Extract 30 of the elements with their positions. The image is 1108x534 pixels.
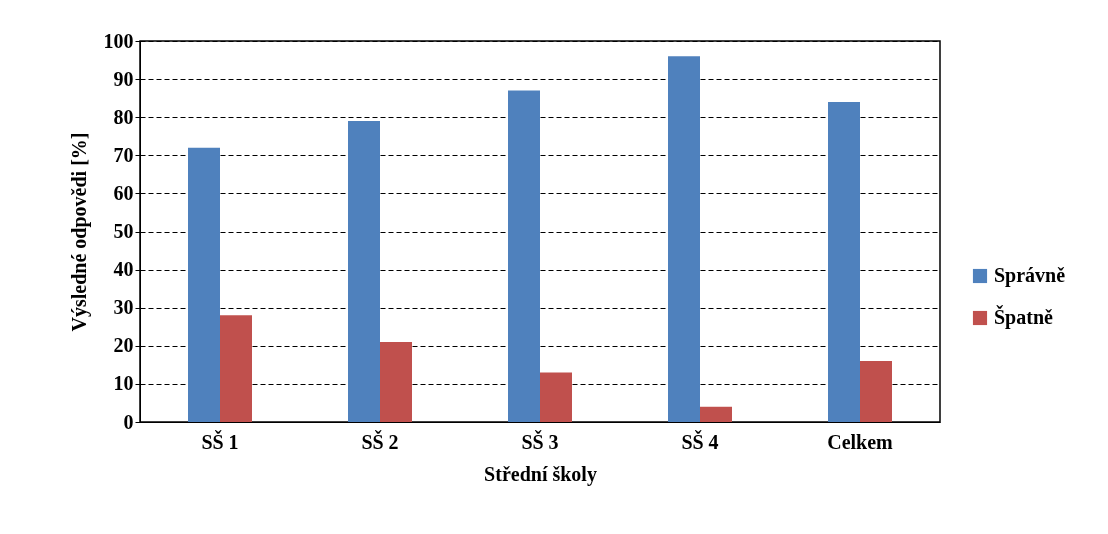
- bar: [700, 406, 732, 422]
- x-tick-label: SŠ 2: [361, 429, 399, 453]
- y-axis-title: Výsledné odpovědi [%]: [67, 132, 91, 332]
- y-tick-label: 70: [113, 143, 134, 166]
- y-tick-label: 90: [113, 67, 134, 90]
- y-tick-label: 60: [113, 181, 134, 204]
- y-tick-label: 0: [123, 410, 134, 433]
- x-tick-label: SŠ 3: [521, 429, 559, 453]
- y-tick-label: 10: [113, 372, 134, 395]
- bar: [540, 372, 572, 422]
- x-axis-title: Střední školy: [484, 462, 597, 486]
- y-tick-label: 20: [113, 334, 134, 357]
- y-tick-label: 100: [103, 29, 134, 52]
- bar: [508, 90, 540, 422]
- bar: [188, 147, 220, 422]
- bar: [220, 315, 252, 422]
- legend-label: Správně: [994, 264, 1066, 287]
- x-tick-label: SŠ 4: [681, 429, 719, 453]
- bar: [380, 341, 412, 422]
- y-tick-label: 30: [113, 296, 134, 319]
- legend-label: Špatně: [994, 305, 1054, 329]
- y-tick-label: 40: [113, 258, 134, 281]
- bar: [828, 101, 860, 422]
- y-tick-label: 80: [113, 105, 134, 128]
- bar: [860, 361, 892, 422]
- bar: [348, 121, 380, 422]
- x-tick-label: SŠ 1: [201, 429, 239, 453]
- x-tick-label: Celkem: [827, 430, 894, 453]
- y-tick-label: 50: [113, 220, 134, 242]
- bar: [668, 56, 700, 422]
